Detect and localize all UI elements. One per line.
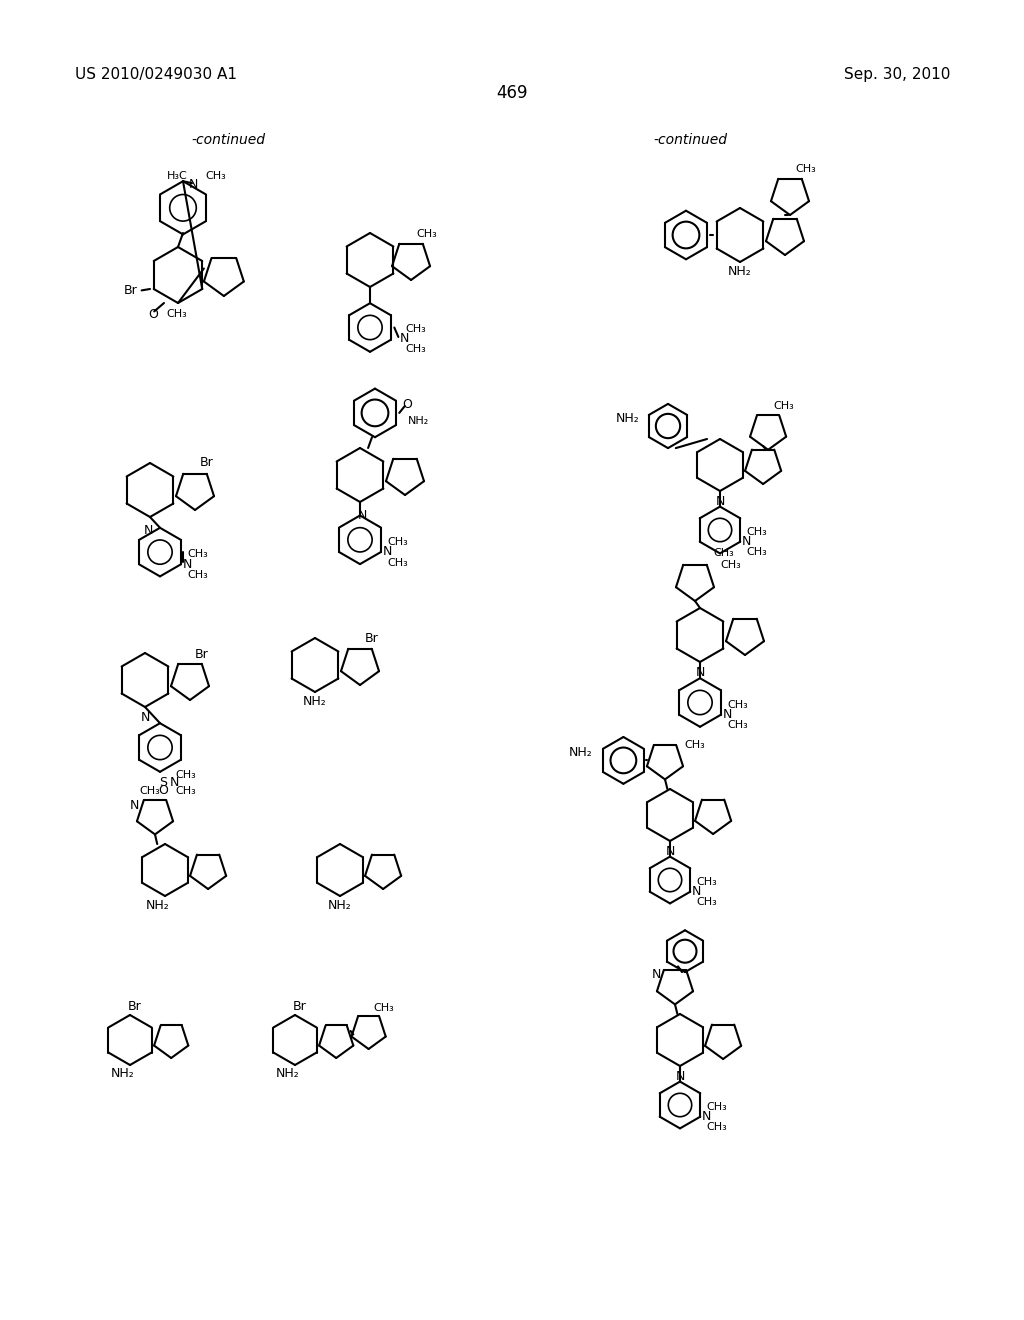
Text: NH₂: NH₂ [111, 1068, 134, 1080]
Text: O: O [402, 399, 413, 412]
Text: Br: Br [365, 632, 379, 645]
Text: CH₃: CH₃ [406, 325, 426, 334]
Text: CH₃: CH₃ [167, 309, 187, 319]
Text: NH₂: NH₂ [275, 1068, 299, 1080]
Text: Br: Br [200, 457, 214, 470]
Text: N: N [188, 177, 198, 190]
Text: Br: Br [124, 284, 137, 297]
Text: N: N [357, 510, 367, 521]
Text: N: N [702, 1110, 712, 1123]
Text: N: N [742, 535, 752, 548]
Text: Br: Br [293, 999, 307, 1012]
Text: US 2010/0249030 A1: US 2010/0249030 A1 [75, 67, 237, 82]
Text: CH₃: CH₃ [387, 537, 408, 546]
Text: CH₃: CH₃ [706, 1102, 727, 1111]
Text: Br: Br [128, 999, 142, 1012]
Text: NH₂: NH₂ [328, 899, 352, 912]
Text: N: N [692, 886, 701, 898]
Text: NH₂: NH₂ [615, 412, 639, 425]
Text: N: N [140, 711, 150, 725]
Text: CH₃: CH₃ [374, 1003, 394, 1012]
Text: N: N [383, 545, 392, 558]
Text: N: N [399, 331, 409, 345]
Text: Br: Br [195, 648, 209, 660]
Text: CH₃: CH₃ [773, 401, 794, 411]
Text: N: N [716, 495, 725, 508]
Text: N: N [666, 845, 675, 858]
Text: NH₂: NH₂ [568, 746, 592, 759]
Text: N: N [651, 968, 660, 981]
Text: CH₃: CH₃ [727, 700, 748, 710]
Text: N: N [695, 667, 705, 680]
Text: CH₃: CH₃ [696, 876, 717, 887]
Text: CH₃: CH₃ [746, 546, 767, 557]
Text: N: N [170, 776, 179, 789]
Text: CH₃: CH₃ [416, 228, 437, 239]
Text: H₃C: H₃C [167, 170, 188, 181]
Text: Sep. 30, 2010: Sep. 30, 2010 [844, 67, 950, 82]
Text: CH₃: CH₃ [795, 164, 816, 174]
Text: O: O [147, 308, 158, 321]
Text: NH₂: NH₂ [728, 265, 752, 279]
Text: CH₃: CH₃ [205, 170, 225, 181]
Text: CH₃: CH₃ [139, 785, 161, 796]
Text: N: N [143, 524, 153, 537]
Text: N: N [183, 558, 193, 570]
Text: CH₃: CH₃ [746, 527, 767, 537]
Text: CH₃: CH₃ [684, 741, 705, 750]
Text: CH₃: CH₃ [387, 558, 408, 568]
Text: N: N [723, 708, 732, 721]
Text: -continued: -continued [191, 133, 265, 147]
Text: CH₃: CH₃ [720, 560, 740, 570]
Text: CH₃: CH₃ [187, 549, 208, 560]
Text: CH₃: CH₃ [706, 1122, 727, 1133]
Text: CH₃: CH₃ [175, 770, 196, 780]
Text: S: S [159, 776, 167, 789]
Text: NH₂: NH₂ [145, 899, 169, 912]
Text: 469: 469 [497, 84, 527, 102]
Text: CH₃: CH₃ [187, 570, 208, 579]
Text: CH₃: CH₃ [727, 721, 748, 730]
Text: NH₂: NH₂ [408, 416, 429, 426]
Text: N: N [675, 1071, 685, 1082]
Text: NH₂: NH₂ [303, 694, 327, 708]
Text: CH₃: CH₃ [175, 785, 196, 796]
Text: O: O [158, 784, 168, 797]
Text: CH₃: CH₃ [713, 548, 734, 558]
Text: CH₃: CH₃ [406, 345, 426, 354]
Text: -continued: -continued [653, 133, 727, 147]
Text: CH₃: CH₃ [696, 898, 717, 907]
Text: N: N [129, 800, 138, 812]
